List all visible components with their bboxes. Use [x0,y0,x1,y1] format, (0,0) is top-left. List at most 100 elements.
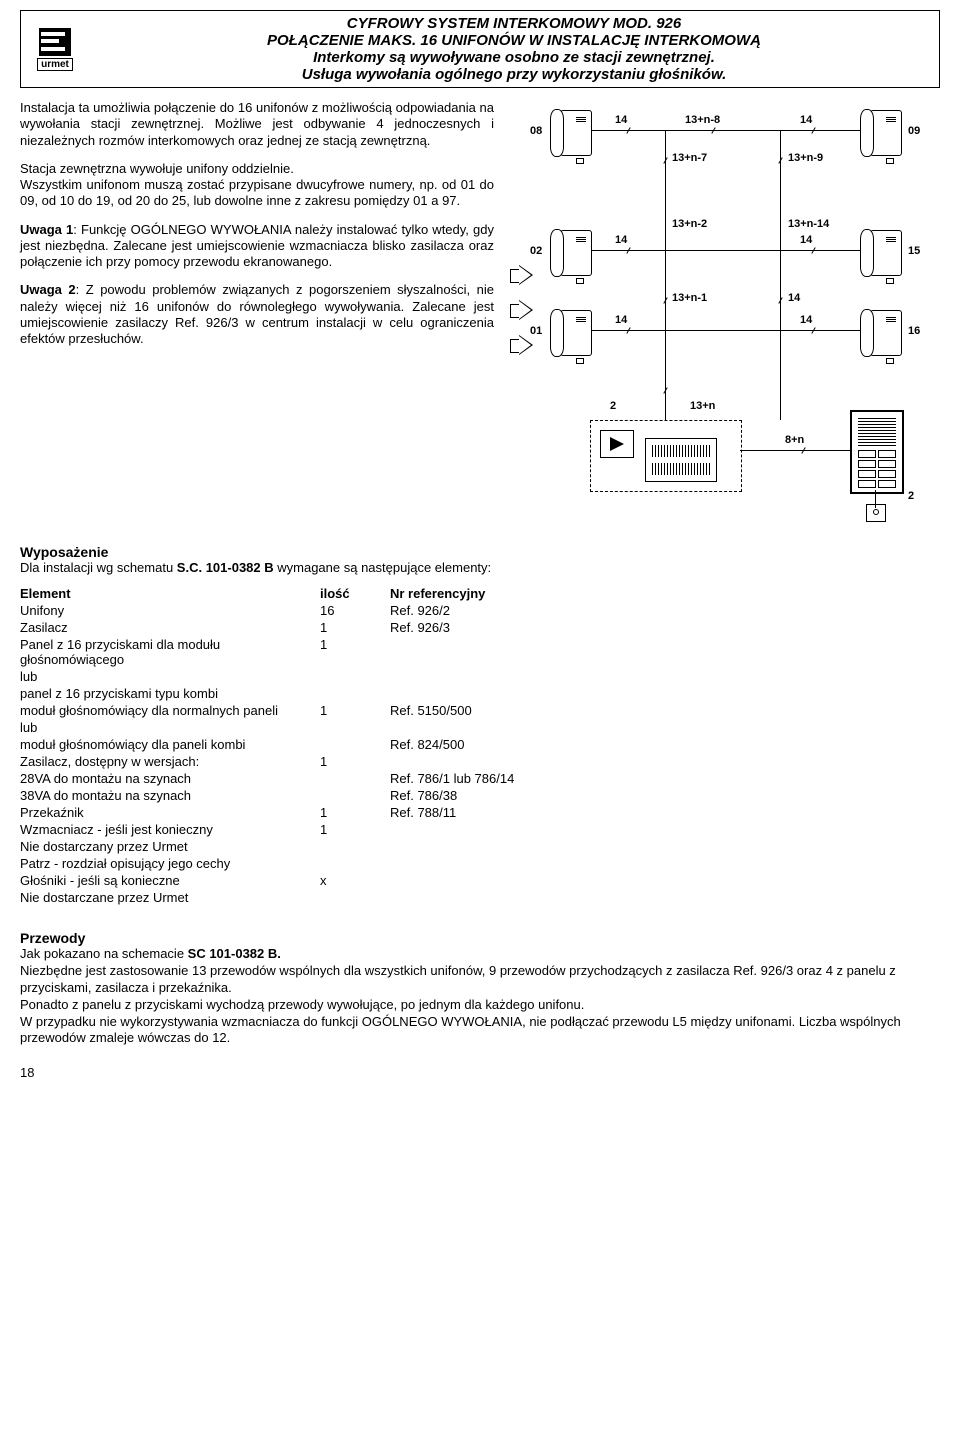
wire-label: 13+n-14 [788,218,829,230]
wires-body: Jak pokazano na schemacie SC 101-0382 B.… [20,946,940,1047]
logo-icon [39,28,71,56]
cell-qty [320,685,390,702]
speaker-icon [510,300,536,320]
wires-l3: Ponadto z panelu z przyciskami wychodzą … [20,997,584,1012]
table-row: 28VA do montażu na szynach Ref. 786/1 lub… [20,770,590,787]
wire-label: 14 [788,292,800,304]
cell-element: Patrz - rozdział opisujący jego cechy [20,855,320,872]
wire-label: 13+n-7 [672,152,707,164]
outdoor-panel-icon [850,410,904,494]
cell-element: panel z 16 przyciskami typu kombi [20,685,320,702]
handset-icon [550,230,592,290]
cell-element: Nie dostarczane przez Urmet [20,889,320,906]
wires-l1b: SC 101-0382 B. [188,946,281,961]
table-row: Zasilacz1Ref. 926/3 [20,619,590,636]
cell-element: Głośniki - jeśli są konieczne [20,872,320,889]
col-element: Element [20,585,320,602]
cell-ref [390,685,590,702]
cell-element: lub [20,668,320,685]
logo: urmet [21,24,89,75]
wire-label: 2 [610,400,616,412]
cell-qty: 1 [320,821,390,838]
handset-icon [860,230,902,290]
table-row: Nie dostarczane przez Urmet [20,889,590,906]
cell-element: 28VA do montażu na szynach [20,770,320,787]
cell-qty [320,787,390,804]
wire-label: 13+n-1 [672,292,707,304]
equipment-title: Wyposażenie [20,544,940,560]
cell-ref: Ref. 926/2 [390,602,590,619]
handset-icon [860,110,902,170]
cell-qty: x [320,872,390,889]
cell-ref: Ref. 786/38 [390,787,590,804]
cell-ref [390,855,590,872]
wire-dashed [665,185,666,225]
cell-qty [320,736,390,753]
wire-label: 14 [615,314,627,326]
table-row: Przekaźnik1Ref. 788/11 [20,804,590,821]
main-two-col: Instalacja ta umożliwia połączenie do 16… [20,100,940,520]
cell-element: Panel z 16 przyciskami dla modułu głośno… [20,636,320,668]
table-row: lub [20,719,590,736]
handset-icon [550,110,592,170]
table-row: lub [20,668,590,685]
table-row: moduł głośnomówiący dla paneli kombiRef.… [20,736,590,753]
header-titles: CYFROWY SYSTEM INTERKOMOWY MOD. 926 POŁĄ… [89,11,939,87]
cell-qty: 1 [320,619,390,636]
wire [665,330,666,420]
terminal-number: 2 [908,490,914,502]
cell-element: Zasilacz [20,619,320,636]
cell-element: 38VA do montażu na szynach [20,787,320,804]
logo-text: urmet [37,58,73,71]
table-row: Unifony16Ref. 926/2 [20,602,590,619]
handset-number: 09 [908,125,920,137]
cell-qty [320,889,390,906]
table-row: 38VA do montażu na szynach Ref. 786/38 [20,787,590,804]
cell-element: Wzmacniacz - jeśli jest konieczny [20,821,320,838]
cell-qty: 16 [320,602,390,619]
cell-element: Zasilacz, dostępny w wersjach: [20,753,320,770]
table-header-row: Element ilość Nr referencyjny [20,585,590,602]
cell-qty [320,855,390,872]
table-row: Panel z 16 przyciskami dla modułu głośno… [20,636,590,668]
table-row: Patrz - rozdział opisujący jego cechy [20,855,590,872]
cell-element: Unifony [20,602,320,619]
intro-a: Dla instalacji wg schematu [20,560,177,575]
cell-ref [390,838,590,855]
table-row: Wzmacniacz - jeśli jest konieczny1 [20,821,590,838]
amplifier-icon [600,430,634,458]
para-4: Uwaga 1: Funkcję OGÓLNEGO WYWOŁANIA nale… [20,222,494,271]
cell-qty [320,770,390,787]
cell-qty: 1 [320,702,390,719]
col-ref: Nr referencyjny [390,585,590,602]
cell-ref: Ref. 5150/500 [390,702,590,719]
wire-dashed [780,185,781,225]
wire-label: 13+n [690,400,715,412]
cell-ref: Ref. 824/500 [390,736,590,753]
lock-icon [866,504,886,522]
handset-number: 16 [908,325,920,337]
schematic-column: 14 13+n-8 14 14 14 14 14 13+n-7 [510,100,940,520]
cell-qty [320,719,390,736]
handset-number: 15 [908,245,920,257]
table-row: Nie dostarczany przez Urmet [20,838,590,855]
description-column: Instalacja ta umożliwia połączenie do 16… [20,100,494,520]
title-line-3: Interkomy są wywoływane osobno ze stacji… [97,49,931,66]
table-row: Zasilacz, dostępny w wersjach:1 [20,753,590,770]
cell-ref [390,668,590,685]
equipment-intro: Dla instalacji wg schematu S.C. 101-0382… [20,560,940,575]
title-line-2: POŁĄCZENIE MAKS. 16 UNIFONÓW W INSTALACJ… [97,32,931,49]
wire-label: 13+n-8 [685,114,720,126]
cell-ref [390,636,590,668]
equipment-table: Element ilość Nr referencyjny Unifony16R… [20,585,590,906]
handset-number: 02 [530,245,542,257]
cell-ref: Ref. 786/1 lub 786/14 [390,770,590,787]
intro-b: S.C. 101-0382 B [177,560,274,575]
wires-l4: W przypadku nie wykorzystywania wzmacnia… [20,1014,901,1046]
wire-label: 14 [800,314,812,326]
note-1-text: : Funkcję OGÓLNEGO WYWOŁANIA należy inst… [20,222,494,270]
header-box: urmet CYFROWY SYSTEM INTERKOMOWY MOD. 92… [20,10,940,88]
wiring-diagram: 14 13+n-8 14 14 14 14 14 13+n-7 [510,100,940,520]
cell-ref [390,872,590,889]
handset-icon [550,310,592,370]
